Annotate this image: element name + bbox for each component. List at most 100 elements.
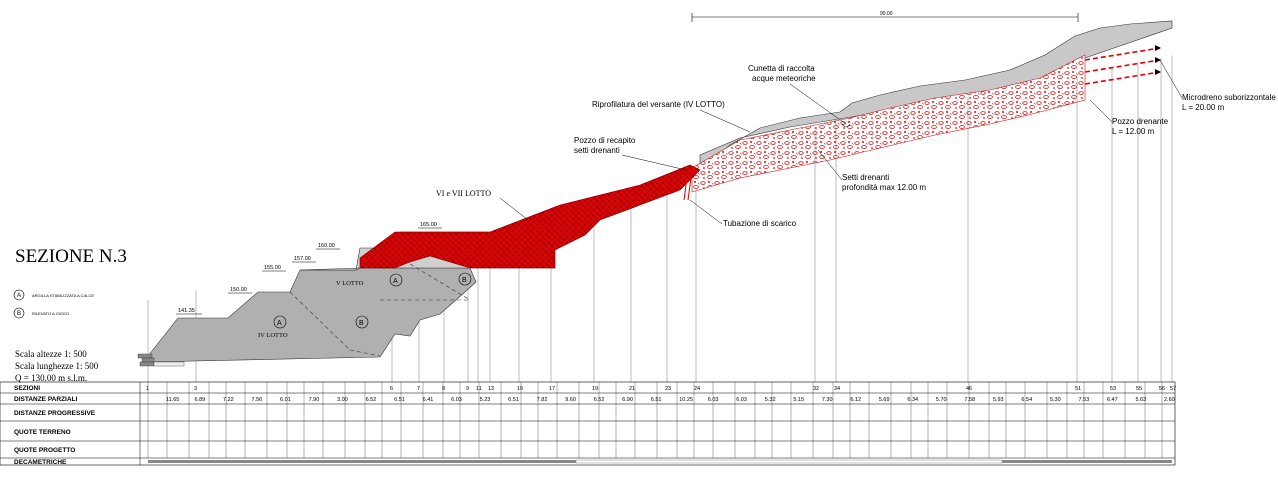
table-ticks: [147, 382, 1163, 458]
partial-distance-value: 5.23: [480, 397, 491, 403]
section-number: 9: [466, 386, 469, 392]
partial-distance-value: 5.69: [879, 397, 890, 403]
partial-distance-value: 5.70: [936, 397, 947, 403]
partial-distance-value: 7.56: [252, 397, 263, 403]
partial-distance-value: 6.01: [280, 397, 291, 403]
partial-distance-value: 7.53: [1078, 397, 1089, 403]
base-steps: [137, 353, 185, 367]
partial-distance-value: 7.58: [964, 397, 975, 403]
scale-heights: Scala altezze 1: 500: [15, 349, 87, 359]
label-vi-vii-lotto: VI e VII LOTTO: [436, 189, 491, 198]
elevation-marks: [176, 227, 442, 315]
partial-distance-value: 5.63: [1135, 397, 1146, 403]
drainage-gravel-zone: [691, 54, 1086, 193]
section-number: 13: [488, 386, 494, 392]
annot-microdreno-2: L = 20.00 m: [1182, 103, 1225, 112]
elevation-5: 160.00: [318, 243, 335, 249]
row-label-quote-terreno: QUOTE TERRENO: [14, 429, 71, 436]
embankment-iv-lotto: [147, 267, 477, 363]
partial-distance-value: 9.60: [565, 397, 576, 403]
top-dimension-value: 90.00: [880, 11, 893, 17]
section-number: 32: [813, 386, 819, 392]
partial-distance-value: 5.30: [1050, 397, 1061, 403]
annot-pozzo-recapito-2: setti drenanti: [574, 146, 620, 155]
section-number: 57: [1170, 386, 1176, 392]
section-number: 23: [665, 386, 671, 392]
partial-distance-value: 5.15: [793, 397, 804, 403]
sections-row: 1 3 6 7 8 9 11 13 16 17 19 21 23 24 32 34 46 51 53 55 56 57: [146, 386, 1176, 392]
row-label-sezioni: SEZIONI: [14, 385, 40, 392]
zone-marker-2: B: [359, 320, 364, 327]
partial-distance-value: 6.89: [195, 397, 206, 403]
partial-distance-value: 7.90: [309, 397, 320, 403]
zone-marker-1: A: [277, 320, 282, 327]
partial-distances-row: 11.65 6.89 7.22 7.56 6.01 7.90 3.00 6.52 6.51 6.4…: [166, 397, 1175, 403]
row-label-distanze-parziali: DISTANZE PARZIALI: [14, 396, 78, 403]
annot-pozzo-drenante-2: L = 12.00 m: [1112, 127, 1155, 136]
row-label-decametriche: DECAMETRICHE: [14, 459, 67, 466]
annot-tubazione: Tubazione di scarico: [723, 219, 797, 228]
legend-text-a: ARGILLA STABILIZZATA A CALCE: [32, 293, 94, 298]
partial-distance-value: 3.00: [337, 397, 348, 403]
annot-cunetta-1: Cunetta di raccolta: [748, 64, 815, 73]
section-number: 51: [1075, 386, 1081, 392]
section-number: 8: [442, 386, 445, 392]
partial-distance-value: 6.03: [451, 397, 462, 403]
internal-zoning-lines: [289, 263, 471, 357]
embankment-vi-vii-lotto: [359, 164, 701, 269]
section-number: 53: [1110, 386, 1116, 392]
elevation-3: 155.00: [264, 265, 281, 271]
partial-distance-value: 6.52: [366, 397, 377, 403]
section-number: 6: [390, 386, 393, 392]
partial-distance-value: 2.60: [1164, 397, 1175, 403]
elevation-1: 141.35: [178, 308, 195, 314]
annot-riprofilatura: Riprofilatura del versante (IV LOTTO): [592, 100, 725, 109]
section-number: 21: [629, 386, 635, 392]
annot-setti-1: Setti drenanti: [842, 173, 889, 182]
section-number: 1: [146, 386, 149, 392]
section-number: 24: [694, 386, 700, 392]
pozzo-recapito-pipe: [683, 169, 693, 201]
partial-distance-value: 6.47: [1107, 397, 1118, 403]
partial-distance-value: 6.90: [622, 397, 633, 403]
partial-distance-value: 6.41: [423, 397, 434, 403]
partial-distance-value: 7.22: [223, 397, 234, 403]
zone-marker-3: A: [393, 278, 398, 285]
section-number: 55: [1136, 386, 1142, 392]
scale-datum: Q = 130.00 m s.l.m.: [15, 373, 87, 383]
legend-symbol-a: A: [17, 293, 21, 299]
zone-markers: [273, 272, 472, 329]
partial-distance-value: 10.25: [679, 397, 693, 403]
microdrain-heads: [1155, 45, 1161, 75]
partial-distance-value: 6.03: [736, 397, 747, 403]
section-number: 16: [517, 386, 523, 392]
annot-setti-2: profondità max 12.00 m: [842, 183, 926, 192]
partial-distance-value: 11.65: [166, 397, 179, 403]
annot-cunetta-2: acque meteoriche: [752, 74, 816, 83]
label-iv-lotto: IV LOTTO: [258, 332, 288, 339]
legend-text-b: RILEVATO A GIOGO: [32, 311, 69, 316]
partial-distance-value: 6.51: [651, 397, 662, 403]
legend-symbol-b: B: [17, 311, 21, 317]
partial-distance-value: 6.12: [850, 397, 861, 403]
partial-distance-value: 7.82: [537, 397, 548, 403]
elevation-4: 157.00: [294, 256, 311, 262]
annot-pozzo-recapito-1: Pozzo di recapito: [574, 136, 636, 145]
zone-marker-4: B: [462, 277, 467, 284]
row-label-quote-progetto: QUOTE PROGETTO: [14, 447, 75, 454]
section-number: 34: [834, 386, 840, 392]
partial-distance-value: 6.34: [907, 397, 918, 403]
section-number: 17: [549, 386, 555, 392]
partial-distance-value: 7.30: [822, 397, 833, 403]
partial-distance-value: 6.54: [1021, 397, 1032, 403]
annot-microdreno-1: Microdreno suborizzontale: [1182, 93, 1276, 102]
section-number: 7: [417, 386, 420, 392]
partial-distance-value: 5.32: [765, 397, 776, 403]
label-v-lotto: V LOTTO: [336, 280, 364, 287]
elevation-6: 165.00: [420, 222, 437, 228]
partial-distance-value: 5.93: [993, 397, 1004, 403]
section-number: 19: [592, 386, 598, 392]
top-dimension: [691, 13, 1079, 22]
microdrain-pipes: [1084, 47, 1161, 85]
